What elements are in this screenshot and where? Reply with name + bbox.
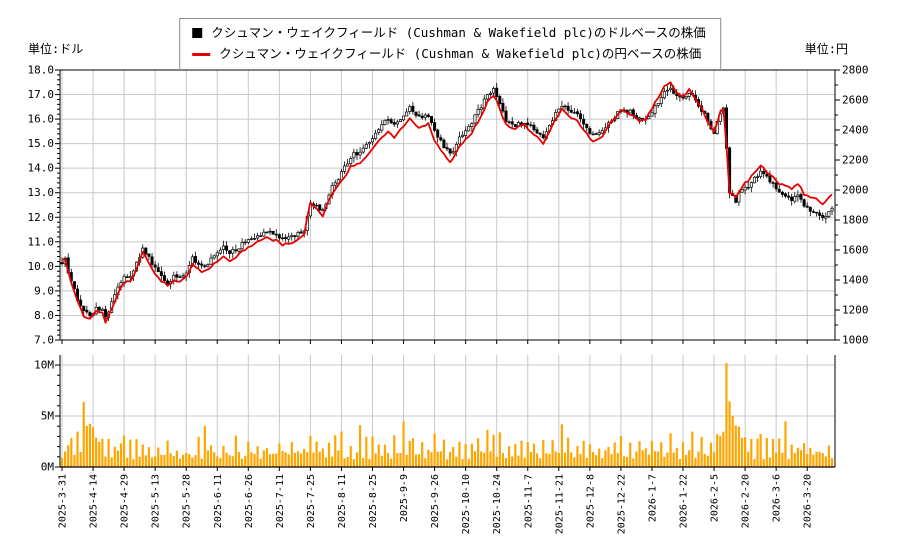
jpy-series-line-marker: [192, 52, 211, 56]
svg-text:2026-2-5: 2026-2-5: [710, 474, 721, 522]
axis-tick-labels: 18.0 17.0 16.0 15.0 14.0 13.0 12.0 11.0 10.0 9.0 8…: [28, 64, 869, 535]
svg-text:17.0: 17.0: [28, 88, 55, 101]
legend-row-usd: クシュマン・ウェイクフィールド (Cushman & Wakefield plc…: [192, 23, 706, 43]
jpy-line-series: [61, 81, 833, 324]
svg-text:2025-5-13: 2025-5-13: [151, 474, 162, 528]
svg-text:2026-3-20: 2026-3-20: [803, 474, 814, 528]
legend-row-jpy: クシュマン・ウェイクフィールド (Cushman & Wakefield plc…: [192, 44, 706, 64]
svg-text:1600: 1600: [842, 244, 869, 257]
svg-text:11.0: 11.0: [28, 235, 55, 248]
svg-text:2025-9-9: 2025-9-9: [399, 474, 410, 522]
svg-text:2200: 2200: [842, 154, 869, 167]
svg-text:2025-9-26: 2025-9-26: [430, 474, 441, 528]
svg-text:2025-5-28: 2025-5-28: [182, 474, 193, 528]
svg-text:2025-12-22: 2025-12-22: [616, 474, 627, 534]
svg-text:2025-10-24: 2025-10-24: [492, 474, 503, 534]
svg-text:10M: 10M: [34, 359, 54, 372]
svg-text:1200: 1200: [842, 304, 869, 317]
axes: [55, 69, 840, 471]
svg-text:2025-4-29: 2025-4-29: [120, 474, 131, 528]
svg-text:18.0: 18.0: [28, 64, 55, 77]
svg-text:7.0: 7.0: [34, 334, 54, 347]
svg-text:9.0: 9.0: [34, 284, 54, 297]
chart-legend: クシュマン・ウェイクフィールド (Cushman & Wakefield plc…: [179, 18, 721, 70]
svg-text:2025-3-31: 2025-3-31: [58, 474, 69, 528]
svg-text:5M: 5M: [41, 410, 55, 423]
usd-candlestick-series: [60, 82, 834, 322]
svg-text:15.0: 15.0: [28, 137, 55, 150]
svg-text:12.0: 12.0: [28, 211, 55, 224]
svg-text:1400: 1400: [842, 274, 869, 287]
svg-text:2026-1-22: 2026-1-22: [679, 474, 690, 528]
svg-text:2025-11-21: 2025-11-21: [554, 474, 565, 534]
svg-text:2026-3-6: 2026-3-6: [772, 474, 783, 522]
svg-text:2025-12-8: 2025-12-8: [585, 474, 596, 528]
svg-text:2025-6-11: 2025-6-11: [213, 474, 224, 528]
svg-text:14.0: 14.0: [28, 162, 55, 175]
svg-text:16.0: 16.0: [28, 113, 55, 126]
left-axis-unit-label: 単位:ドル: [28, 42, 84, 56]
gridlines: [60, 70, 835, 467]
svg-text:2800: 2800: [842, 64, 869, 77]
svg-text:2025-10-10: 2025-10-10: [461, 474, 472, 534]
svg-text:2025-6-26: 2025-6-26: [244, 474, 255, 528]
svg-text:2600: 2600: [842, 94, 869, 107]
svg-text:2025-8-25: 2025-8-25: [368, 474, 379, 528]
svg-text:13.0: 13.0: [28, 186, 55, 199]
svg-text:2400: 2400: [842, 124, 869, 137]
usd-series-square-marker: [192, 28, 203, 38]
usd-series-label: クシュマン・ウェイクフィールド (Cushman & Wakefield plc…: [211, 25, 706, 40]
svg-text:0M: 0M: [41, 461, 55, 474]
svg-text:1800: 1800: [842, 214, 869, 227]
right-axis-unit-label: 単位:円: [804, 42, 848, 56]
volume-bars: [60, 363, 834, 467]
svg-text:2000: 2000: [842, 184, 869, 197]
svg-text:2026-2-20: 2026-2-20: [741, 474, 752, 528]
svg-text:10.0: 10.0: [28, 260, 55, 273]
svg-text:2025-11-7: 2025-11-7: [523, 474, 534, 528]
svg-text:2025-7-25: 2025-7-25: [306, 474, 317, 528]
svg-text:8.0: 8.0: [34, 309, 54, 322]
svg-text:2025-7-11: 2025-7-11: [275, 474, 286, 528]
svg-text:2025-4-14: 2025-4-14: [89, 474, 100, 528]
svg-text:2025-8-11: 2025-8-11: [337, 474, 348, 528]
svg-text:2026-1-7: 2026-1-7: [648, 474, 659, 522]
svg-text:1000: 1000: [842, 334, 869, 347]
jpy-series-label: クシュマン・ウェイクフィールド (Cushman & Wakefield plc…: [219, 46, 702, 61]
